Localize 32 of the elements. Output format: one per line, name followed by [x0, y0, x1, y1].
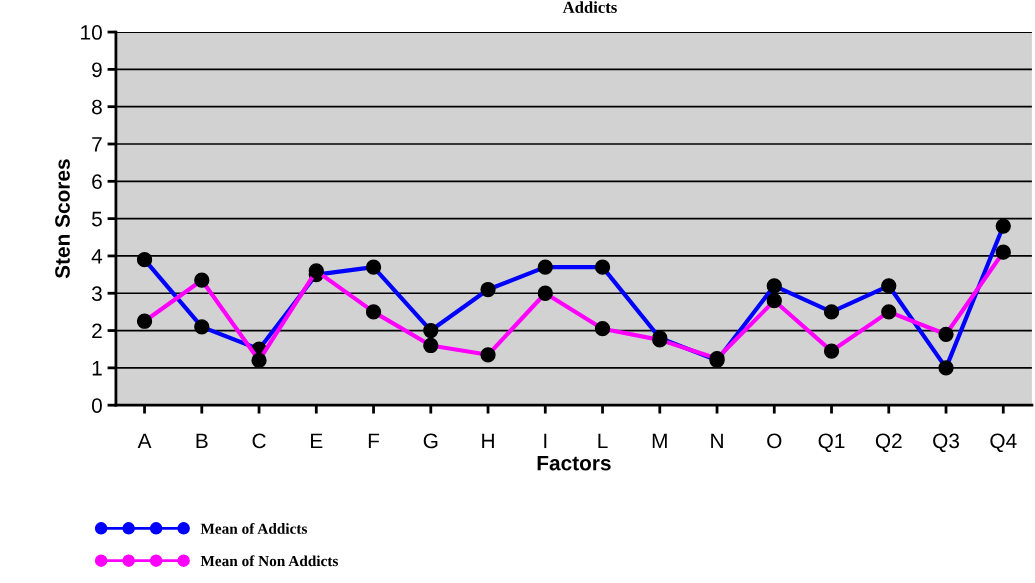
y-tick-label: 5 [91, 211, 102, 227]
y-tick-label: 9 [92, 62, 102, 78]
y-tick-label: 10 [81, 25, 102, 40]
x-tick-label: F [368, 433, 380, 449]
x-tick-label: G [423, 433, 438, 449]
x-tick-label: E [311, 433, 323, 449]
x-tick-label: Q3 [933, 433, 959, 452]
y-tick-label: 7 [92, 137, 102, 152]
y-tick-label: 3 [91, 286, 102, 301]
y-tick-label: 2 [92, 323, 102, 339]
y-tick-label: 4 [91, 249, 103, 264]
x-tick-label: Q1 [818, 433, 845, 452]
chart-title: Addicts [562, 1, 617, 13]
x-tick-label: H [482, 433, 494, 449]
x-tick-label: O [767, 433, 782, 449]
x-tick-label: L [598, 433, 608, 449]
x-tick-label: Q2 [875, 433, 902, 452]
y-tick-label: 0 [91, 398, 102, 413]
y-tick-label: 6 [92, 174, 102, 190]
x-axis-title: Factors [537, 455, 611, 471]
x-tick-label: C [252, 433, 266, 449]
x-tick-label: N [711, 433, 723, 449]
y-axis-title: Sten Scores [55, 159, 70, 279]
y-tick-label: 1 [92, 361, 102, 376]
x-tick-label: Q4 [990, 433, 1017, 452]
x-tick-label: A [137, 433, 152, 449]
x-tick-label: I [544, 433, 547, 449]
y-tick-label: 8 [92, 99, 102, 115]
legend-label: Mean of Addicts [200, 522, 308, 534]
legend-label: Mean of Non Addicts [200, 555, 338, 567]
x-tick-label: M [652, 433, 667, 449]
x-tick-label: B [196, 433, 208, 449]
